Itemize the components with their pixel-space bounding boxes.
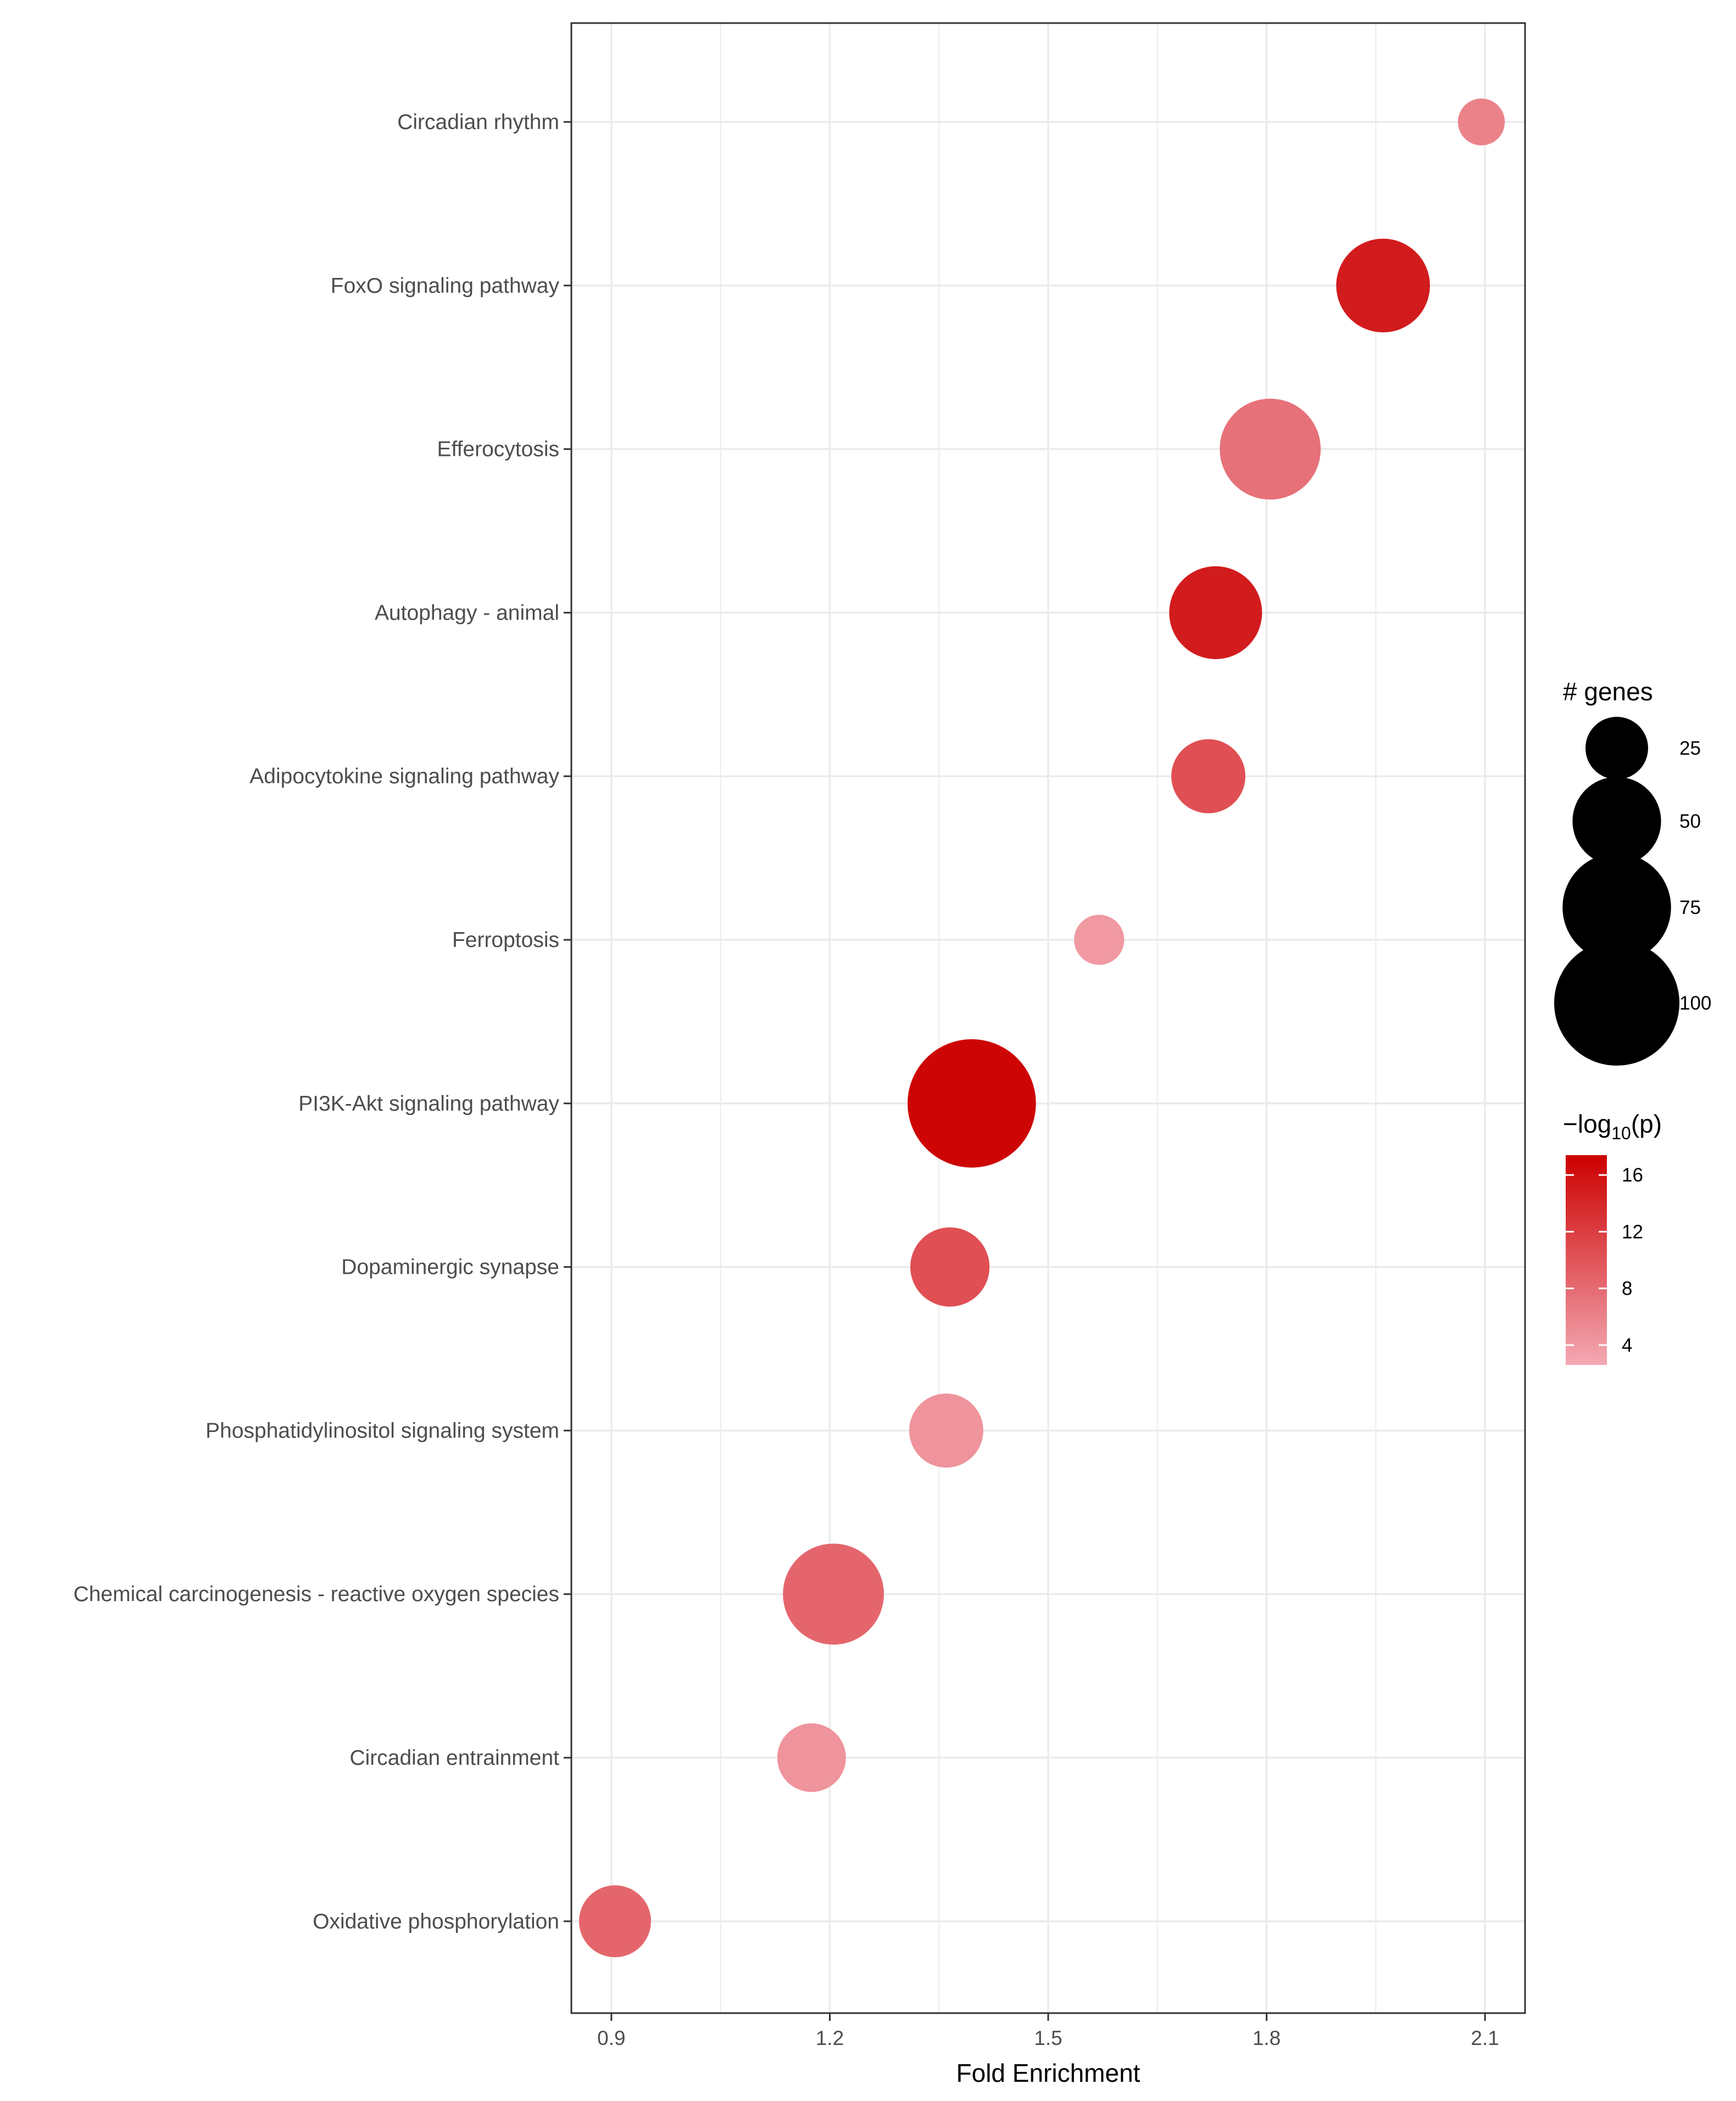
y-tick-label: Dopaminergic synapse [341, 1256, 559, 1279]
size-legend-key [1554, 940, 1679, 1066]
size-legend-label: 75 [1679, 897, 1701, 918]
colorbar-label: 16 [1622, 1164, 1643, 1186]
colorbar [1566, 1155, 1607, 1365]
data-point [783, 1543, 884, 1645]
color-legend-title-suffix: (p) [1631, 1110, 1662, 1138]
y-tick-label: Circadian entrainment [349, 1746, 559, 1770]
colorbar-label: 12 [1622, 1221, 1643, 1242]
data-point [1169, 566, 1262, 659]
y-tick-label: Oxidative phosphorylation [313, 1910, 559, 1933]
data-point [908, 1039, 1036, 1168]
size-legend-title: # genes [1563, 677, 1653, 706]
data-point [909, 1393, 983, 1468]
color-legend-title: −log10(p) [1563, 1110, 1662, 1143]
colorbar-label: 8 [1622, 1278, 1632, 1300]
size-legend-key [1585, 717, 1648, 779]
y-tick-label: Chemical carcinogenesis - reactive oxyge… [74, 1582, 559, 1606]
size-legend-label: 50 [1679, 811, 1701, 832]
data-point [1220, 398, 1321, 500]
points [579, 98, 1505, 1958]
x-tick-label: 1.2 [816, 2027, 844, 2049]
y-tick-label: Autophagy - animal [375, 601, 559, 625]
legends: # genes 25 50 75 100 −log10(p) 4 8 12 16 [1554, 677, 1711, 1365]
x-tick-label: 1.8 [1253, 2027, 1281, 2049]
grid [571, 23, 1525, 2013]
size-legend: 25 50 75 100 [1554, 717, 1711, 1066]
size-legend-label: 100 [1679, 993, 1711, 1014]
size-legend-key [1562, 853, 1671, 962]
y-tick-label: Efferocytosis [437, 438, 559, 461]
y-tick-label: PI3K-Akt signaling pathway [298, 1092, 559, 1116]
colorbar-label: 4 [1622, 1335, 1632, 1356]
data-point [1074, 915, 1125, 965]
y-tick-label: Ferroptosis [452, 928, 559, 952]
color-legend-title-prefix: −log [1563, 1110, 1611, 1138]
y-tick-label: FoxO signaling pathway [331, 274, 560, 298]
y-tick-label: Phosphatidylinositol signaling system [205, 1419, 559, 1442]
data-point [579, 1885, 651, 1958]
x-tick-label: 1.5 [1034, 2027, 1062, 2049]
y-tick-label: Adipocytokine signaling pathway [249, 765, 559, 788]
size-legend-key [1572, 777, 1661, 866]
color-legend-title-sub: 10 [1611, 1123, 1631, 1143]
y-tick-label: Circadian rhythm [397, 110, 559, 134]
data-point [910, 1227, 990, 1307]
data-point [1336, 238, 1430, 333]
x-tick-label: 0.9 [597, 2027, 625, 2049]
x-tick-label: 2.1 [1471, 2027, 1499, 2049]
colorbar-ticks: 4 8 12 16 [1566, 1164, 1643, 1356]
data-point [1171, 739, 1245, 813]
axes: Circadian rhythm FoxO signaling pathway Ef… [74, 110, 1499, 2049]
x-axis-title: Fold Enrichment [956, 2059, 1140, 2087]
size-legend-label: 25 [1679, 738, 1701, 759]
data-point [777, 1723, 846, 1792]
data-point [1457, 98, 1505, 146]
